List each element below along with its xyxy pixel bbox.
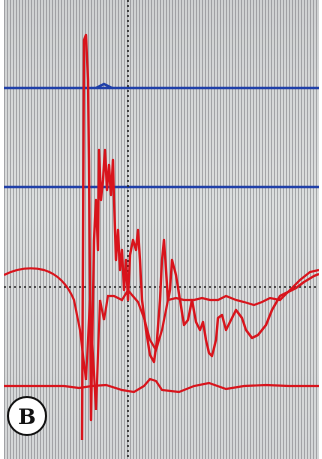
trace-primary-burst (80, 33, 319, 441)
panel-label-badge: B (7, 396, 47, 436)
panel-label-text: B (18, 403, 36, 429)
oscilloscope-grid (4, 0, 319, 459)
trace-baseline-lower (4, 377, 319, 394)
oscilloscope-screen: B (4, 0, 319, 459)
trace-blue-bump (95, 82, 113, 90)
trace-envelope-wave (4, 267, 319, 411)
signal-traces (4, 33, 319, 441)
